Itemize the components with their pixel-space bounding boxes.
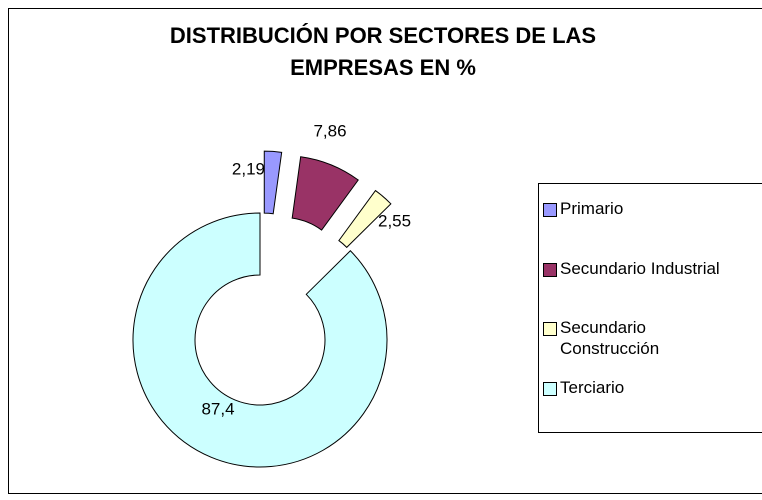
data-label: 2,19 [232,159,265,178]
legend-swatch [543,263,557,277]
legend-label: Terciario [560,378,625,397]
legend-label: Secundario Industrial [560,259,720,278]
legend-swatch [543,203,557,217]
legend: Primario Secundario Industrial Secundario … [538,183,762,433]
slices [132,150,392,468]
slice [291,156,359,231]
legend-label: Primario [560,199,624,218]
data-label: 7,86 [313,121,346,140]
data-label: 87,4 [201,399,234,418]
slice [263,150,283,215]
legend-item: Terciario [543,377,624,398]
legend-item: Secundario Industrial [543,258,720,279]
legend-swatch [543,322,557,336]
legend-label: Secundario Construcción [560,318,660,358]
legend-item: Primario [543,198,623,219]
data-label: 2,55 [378,211,411,230]
slice [132,212,388,468]
legend-swatch [543,382,557,396]
slice [338,189,392,249]
chart-title: DISTRIBUCIÓN POR SECTORES DE LAS EMPRESA… [169,23,597,80]
legend-item: Secundario Construcción [543,317,745,359]
